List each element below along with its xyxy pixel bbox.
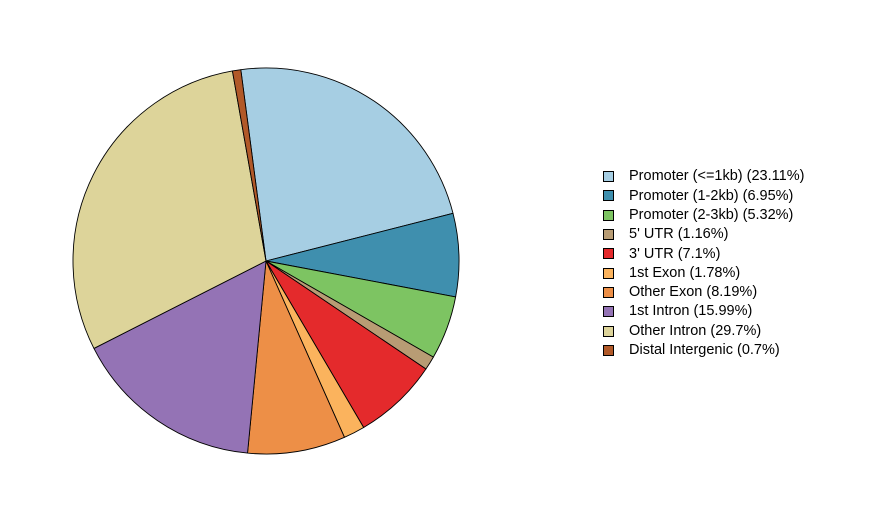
- legend-label: Promoter (1-2kb) (6.95%): [629, 187, 794, 204]
- pie-slice-0: [240, 67, 454, 262]
- legend-label: 1st Intron (15.99%): [629, 303, 753, 320]
- legend-item: 1st Exon (1.78%): [603, 263, 804, 282]
- legend-label: 5' UTR (1.16%): [629, 226, 729, 243]
- legend-item: Other Exon (8.19%): [603, 283, 804, 302]
- legend-swatch: [603, 229, 614, 241]
- legend-swatch: [603, 344, 614, 356]
- pie-slice-9: [231, 69, 267, 262]
- legend-swatch: [603, 286, 614, 298]
- legend-swatch: [603, 209, 614, 221]
- legend-swatch: [603, 171, 614, 183]
- legend-item: Promoter (<=1kb) (23.11%): [603, 167, 804, 186]
- legend-item: 1st Intron (15.99%): [603, 302, 804, 321]
- legend-swatch: [603, 248, 614, 260]
- legend-item: 3' UTR (7.1%): [603, 244, 804, 263]
- legend-item: Distal Intergenic (0.7%): [603, 341, 804, 360]
- legend-label: Promoter (<=1kb) (23.11%): [629, 168, 805, 185]
- pie-slice-7: [93, 260, 267, 454]
- legend-item: 5' UTR (1.16%): [603, 225, 804, 244]
- legend-swatch: [603, 190, 614, 202]
- legend-label: 1st Exon (1.78%): [629, 264, 741, 281]
- legend-item: Promoter (1-2kb) (6.95%): [603, 186, 804, 205]
- legend-label: Distal Intergenic (0.7%): [629, 342, 780, 359]
- legend-label: Other Exon (8.19%): [629, 284, 758, 301]
- legend: Promoter (<=1kb) (23.11%) Promoter (1-2kb…: [603, 167, 804, 360]
- legend-swatch: [603, 306, 614, 318]
- legend-swatch: [603, 325, 614, 337]
- pie-slice-6: [247, 260, 345, 455]
- legend-label: Other Intron (29.7%): [629, 322, 762, 339]
- pie-slice-8: [72, 70, 267, 349]
- legend-label: 3' UTR (7.1%): [629, 245, 721, 262]
- legend-swatch: [603, 267, 614, 279]
- legend-label: Promoter (2-3kb) (5.32%): [629, 206, 794, 223]
- legend-item: Promoter (2-3kb) (5.32%): [603, 206, 804, 225]
- legend-item: Other Intron (29.7%): [603, 321, 804, 340]
